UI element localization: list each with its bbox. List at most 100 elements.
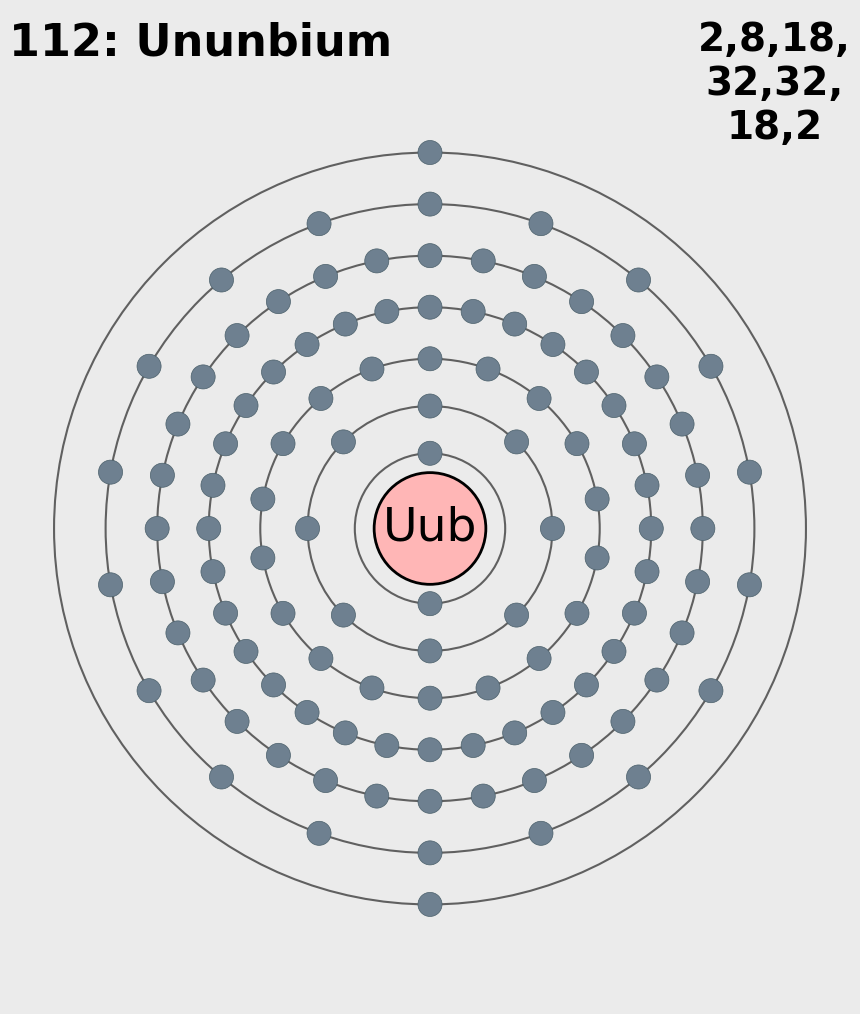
Circle shape (418, 295, 442, 319)
Circle shape (295, 333, 319, 357)
Circle shape (150, 570, 175, 594)
Circle shape (267, 290, 291, 313)
Circle shape (418, 789, 442, 813)
Circle shape (267, 743, 291, 768)
Text: 2,8,18,
32,32,
18,2: 2,8,18, 32,32, 18,2 (698, 21, 851, 147)
Circle shape (527, 386, 551, 411)
Circle shape (99, 573, 123, 597)
Circle shape (565, 601, 589, 626)
Text: 112: Ununbium: 112: Ununbium (9, 21, 392, 65)
Circle shape (670, 621, 694, 645)
Circle shape (418, 243, 442, 268)
Circle shape (639, 516, 663, 540)
Circle shape (145, 516, 169, 540)
Circle shape (602, 393, 626, 418)
Circle shape (150, 463, 175, 488)
Circle shape (365, 248, 389, 273)
Circle shape (210, 765, 234, 789)
Circle shape (471, 248, 495, 273)
Circle shape (505, 603, 529, 627)
Circle shape (418, 441, 442, 465)
Circle shape (699, 354, 723, 378)
Circle shape (210, 268, 234, 292)
Circle shape (191, 365, 215, 389)
Circle shape (201, 560, 225, 584)
Circle shape (418, 591, 442, 615)
Circle shape (331, 603, 355, 627)
Circle shape (611, 323, 635, 348)
Circle shape (585, 546, 609, 570)
Circle shape (261, 360, 286, 384)
Circle shape (574, 673, 599, 697)
Circle shape (737, 460, 761, 484)
Circle shape (527, 647, 551, 670)
Circle shape (611, 710, 635, 733)
Circle shape (225, 323, 249, 348)
Circle shape (418, 347, 442, 371)
Circle shape (137, 678, 161, 703)
Circle shape (365, 784, 389, 808)
Circle shape (418, 686, 442, 710)
Circle shape (197, 516, 221, 540)
Circle shape (502, 312, 526, 336)
Circle shape (375, 299, 399, 323)
Circle shape (569, 290, 593, 313)
Circle shape (418, 738, 442, 762)
Circle shape (635, 474, 659, 497)
Circle shape (307, 212, 331, 235)
Circle shape (261, 673, 286, 697)
Circle shape (271, 601, 295, 626)
Circle shape (166, 621, 190, 645)
Circle shape (307, 821, 331, 846)
Circle shape (418, 841, 442, 865)
Circle shape (213, 432, 237, 456)
Circle shape (375, 733, 399, 757)
Circle shape (213, 601, 237, 626)
Circle shape (99, 460, 123, 484)
Circle shape (360, 357, 384, 381)
Circle shape (574, 360, 599, 384)
Circle shape (471, 784, 495, 808)
Circle shape (418, 192, 442, 216)
Circle shape (234, 640, 258, 663)
Circle shape (540, 516, 564, 540)
Circle shape (295, 701, 319, 724)
Circle shape (296, 516, 320, 540)
Circle shape (418, 639, 442, 663)
Circle shape (645, 668, 669, 693)
Circle shape (541, 701, 565, 724)
Circle shape (360, 676, 384, 700)
Text: Uub: Uub (383, 506, 477, 551)
Circle shape (314, 265, 338, 288)
Circle shape (670, 412, 694, 436)
Circle shape (585, 487, 609, 511)
Circle shape (418, 141, 442, 164)
Circle shape (623, 601, 647, 626)
Circle shape (251, 546, 275, 570)
Circle shape (191, 668, 215, 693)
Circle shape (645, 365, 669, 389)
Circle shape (374, 473, 486, 584)
Circle shape (635, 560, 659, 584)
Circle shape (529, 821, 553, 846)
Circle shape (505, 430, 529, 454)
Circle shape (502, 721, 526, 745)
Circle shape (565, 432, 589, 455)
Circle shape (522, 769, 546, 793)
Circle shape (461, 733, 485, 757)
Circle shape (569, 743, 593, 768)
Circle shape (522, 265, 546, 288)
Circle shape (691, 516, 715, 540)
Circle shape (137, 354, 161, 378)
Circle shape (541, 333, 565, 357)
Circle shape (476, 676, 500, 700)
Circle shape (271, 432, 295, 455)
Circle shape (334, 721, 358, 745)
Circle shape (251, 487, 275, 511)
Circle shape (334, 312, 358, 336)
Circle shape (309, 386, 333, 411)
Circle shape (602, 640, 626, 663)
Circle shape (623, 432, 647, 456)
Circle shape (626, 268, 650, 292)
Circle shape (529, 212, 553, 235)
